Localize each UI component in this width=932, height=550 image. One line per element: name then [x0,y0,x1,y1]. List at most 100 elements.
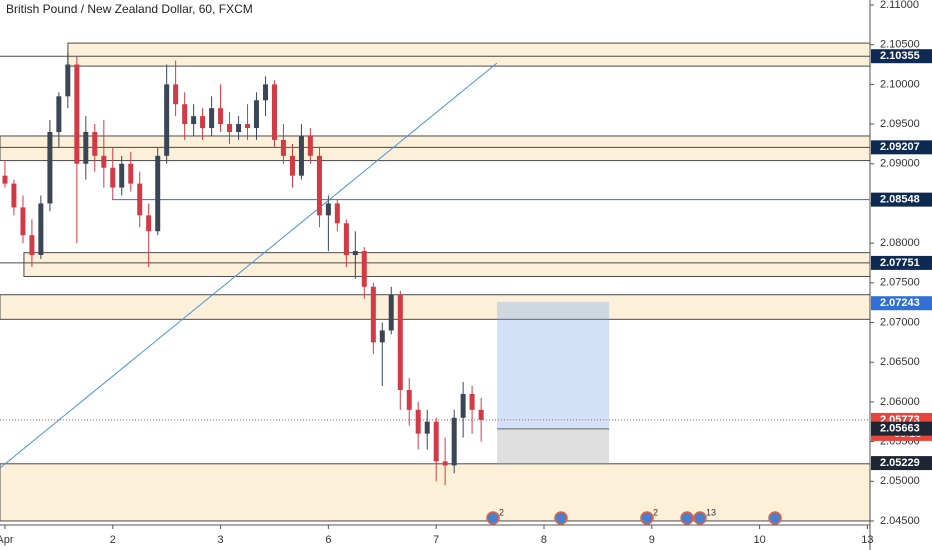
event-icon [680,511,694,525]
price-label-box [871,192,932,207]
candle-body [65,64,71,97]
candle-body [253,100,259,129]
candle-body [56,96,62,133]
y-tick-label: 2.07000 [880,316,920,328]
chart-title: British Pound / New Zealand Dollar, 60, … [6,2,253,16]
candle-body [379,330,385,343]
candle-body [29,235,35,256]
x-tick-label: 13 [861,534,873,546]
y-tick-label: 2.05000 [880,475,920,487]
candle-body [433,421,439,462]
candle-body [298,135,304,176]
event-icon [640,511,654,525]
candle-body [397,294,403,390]
event-icon [554,511,568,525]
position-target [497,301,610,429]
candle-body [289,155,295,176]
candle-body [316,155,322,216]
candle-body [119,163,125,188]
price-label: 2.05663 [880,423,920,435]
event-icon [693,511,707,525]
x-tick-label: 3 [218,534,224,546]
candle-body [424,421,430,434]
candle-body [155,155,161,232]
x-tick-label: 7 [433,534,439,546]
candle-body [218,108,224,125]
y-tick-label: 2.11000 [880,0,919,11]
candle-body [271,84,277,140]
candle-body [101,155,107,168]
event-icon [768,511,782,525]
price-label: 2.07243 [880,297,920,309]
x-tick-label: 9 [649,534,655,546]
price-label: 2.09207 [880,141,920,153]
candle-body [128,163,134,184]
price-label-box [871,456,932,471]
y-tick-label: 2.10500 [880,39,920,51]
candle-body [146,215,152,232]
zone [67,42,871,67]
candle-body [451,417,457,466]
y-tick-label: 2.09000 [880,158,920,170]
candle-body [137,183,143,216]
price-label: 2.05229 [880,457,920,469]
candle-body [20,207,26,236]
y-tick-label: 2.06500 [880,356,920,368]
candle-body [173,84,179,105]
price-label-box [871,255,932,270]
candle-body [352,251,358,256]
event-icon [486,511,500,525]
candle-body [200,116,206,129]
candle-body [2,175,8,184]
candle-body [38,203,44,256]
price-label: 2.08548 [880,194,920,206]
trend-line [0,62,498,469]
y-tick-label: 2.06000 [880,396,920,408]
y-tick-label: 2.10000 [880,78,920,90]
candle-body [325,203,331,216]
candle-body [280,139,286,156]
candle-body [415,409,421,434]
price-label: 2.10355 [880,50,920,62]
y-tick-label: 2.09500 [880,118,920,130]
y-tick-label: 2.04500 [880,515,920,527]
position-stop [497,428,610,465]
candle-body [110,167,116,188]
zone [23,252,871,277]
event-count: 2 [499,507,504,517]
candle-body [74,64,80,164]
zone [0,463,871,522]
candle-body [182,104,188,125]
candle-body [469,393,475,410]
x-tick-label: 10 [753,534,765,546]
candle-body [47,132,53,204]
zone [0,135,871,162]
candle-body [442,461,448,466]
candle-body [191,116,197,125]
candle-body [460,393,466,418]
candle-body [92,132,98,156]
price-label-box [871,421,932,436]
candle-body [307,135,313,156]
x-tick-label: 2 [110,534,116,546]
x-tick-label: 6 [325,534,331,546]
price-label-box [871,296,932,311]
candle-body [361,251,367,287]
y-tick-label: 2.08000 [880,237,920,249]
candle-body [83,132,89,164]
candle-body [478,409,484,420]
candle-body [406,389,412,410]
candle-body [370,286,376,343]
event-count: 13 [706,507,716,517]
candle-body [11,183,17,208]
x-tick-label: 8 [541,534,547,546]
candle-body [334,203,340,224]
event-count: 2 [653,507,658,517]
candle-body [164,84,170,156]
candle-body [227,124,233,133]
price-label-box [871,140,932,155]
candle-body [343,223,349,256]
zone [0,294,871,320]
